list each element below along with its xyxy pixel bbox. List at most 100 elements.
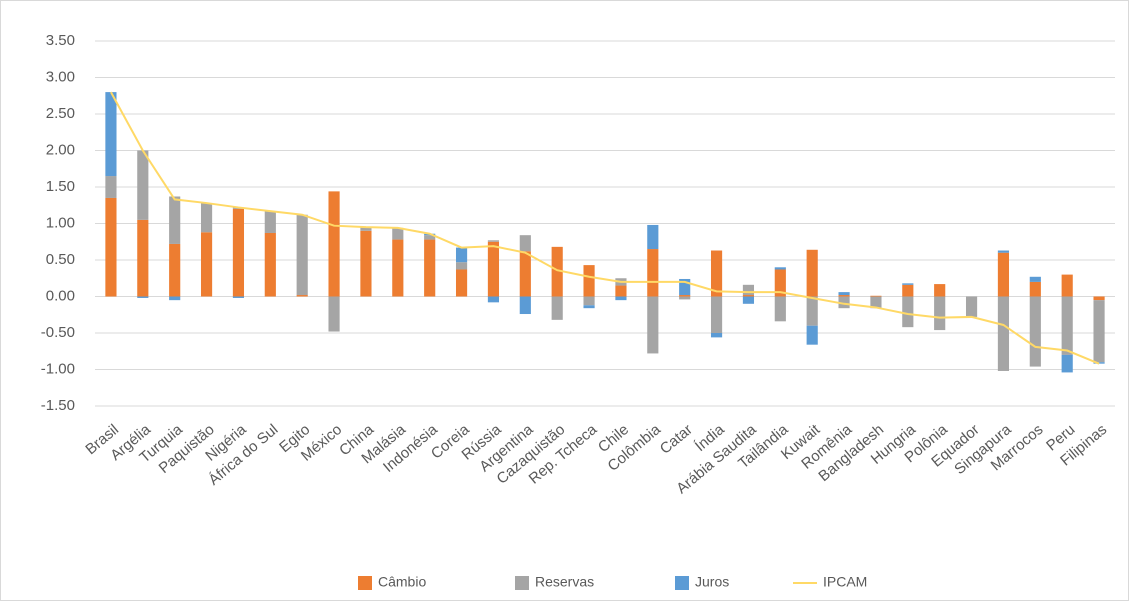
bar-segment (1061, 354, 1073, 373)
bar-segment (328, 296, 340, 332)
bar-segment (360, 227, 372, 231)
bar-segment (679, 295, 691, 297)
bar-segment (838, 292, 850, 296)
bar-segment (647, 249, 659, 297)
y-tick-label: -1.00 (41, 360, 75, 377)
y-tick-label: 1.50 (46, 178, 75, 195)
y-tick-label: -0.50 (41, 324, 75, 341)
bar-segment (105, 176, 117, 198)
bar-segment (455, 262, 468, 270)
legend-swatch (358, 576, 372, 590)
bar-segment (232, 296, 245, 298)
bar-segment (264, 211, 276, 233)
bar-segment (742, 296, 755, 304)
bar-segment (806, 249, 818, 297)
bar-segment (519, 251, 531, 297)
bar-segment (1029, 276, 1041, 282)
bar-segment (774, 269, 786, 297)
bar-segment (424, 235, 436, 240)
ipcam-line (110, 91, 1100, 365)
bar-segment (838, 296, 850, 309)
y-tick-label: 0.00 (46, 287, 75, 304)
bar-segment (392, 227, 404, 240)
bar-segment (328, 191, 340, 297)
bar-segment (169, 196, 181, 244)
bar-segment (1061, 274, 1073, 297)
bar-segment (519, 235, 531, 252)
bar-segment (902, 283, 914, 285)
bar-segment (169, 296, 181, 301)
bar-segment (519, 296, 531, 315)
bar-segment (710, 296, 723, 333)
bar-segment (934, 284, 946, 297)
bar-segment (679, 278, 691, 296)
y-tick-label: 3.50 (46, 32, 75, 49)
bar-segment (615, 285, 627, 297)
bar-segment (583, 265, 595, 297)
bar-segment (902, 284, 914, 297)
bar-segment (1093, 296, 1105, 301)
bar-segment (105, 92, 117, 177)
bar-segment (551, 246, 563, 297)
legend-label: IPCAM (823, 574, 867, 590)
bar-segment (583, 305, 595, 309)
y-tick-label: 1.00 (46, 214, 75, 231)
bar-segment (583, 296, 595, 306)
legend-label: Juros (695, 574, 729, 590)
bar-segment (902, 296, 914, 328)
bar-segment (774, 296, 786, 322)
bar-segment (105, 197, 117, 297)
bar-segment (1029, 281, 1041, 297)
y-tick-label: 2.00 (46, 141, 75, 158)
bar-segment (296, 214, 308, 296)
bar-segment (455, 269, 468, 297)
bar-segment (424, 239, 436, 297)
bar-segment (806, 296, 818, 326)
bar-segment (455, 247, 468, 263)
bar-segment (615, 296, 627, 301)
bar-segment (137, 296, 149, 298)
bar-segment (679, 296, 691, 300)
bar-segment (806, 325, 818, 345)
bar-segment (997, 296, 1010, 371)
bar-segment (392, 239, 404, 297)
bar-segment (487, 296, 500, 303)
bar-segment (774, 267, 786, 270)
bar-segment (710, 333, 723, 338)
bar-segment (137, 150, 149, 220)
bar-segment (870, 296, 882, 309)
bar-segment (200, 232, 213, 297)
legend-label: Reservas (535, 574, 594, 590)
bar-segment (997, 250, 1010, 253)
bar-segment (742, 295, 755, 297)
bar-segment (870, 295, 882, 297)
bar-segment (742, 284, 755, 296)
bar-segment (487, 241, 500, 297)
legend-swatch (675, 576, 689, 590)
y-tick-label: 2.50 (46, 105, 75, 122)
bar-segment (232, 208, 245, 297)
y-tick-label: -1.50 (41, 397, 75, 414)
bar-segment (296, 295, 308, 297)
bar-segment (487, 240, 500, 242)
bar-segment (1061, 296, 1073, 355)
bar-segment (647, 296, 659, 354)
bar-segment (997, 252, 1010, 297)
bar-segment (1029, 296, 1041, 367)
bar-segment (710, 250, 723, 297)
bar-segment (934, 296, 946, 331)
bar-segment (360, 230, 372, 297)
bar-segment (965, 296, 978, 317)
bar-segment (200, 203, 213, 233)
legend-swatch (515, 576, 529, 590)
bar-segment (137, 219, 149, 297)
bar-segment (264, 232, 276, 297)
bar-segment (1093, 300, 1105, 363)
bar-segment (647, 224, 659, 250)
y-tick-label: 3.00 (46, 68, 75, 85)
bar-segment (551, 296, 563, 320)
bar-segment (838, 295, 850, 297)
y-tick-label: 0.50 (46, 251, 75, 268)
